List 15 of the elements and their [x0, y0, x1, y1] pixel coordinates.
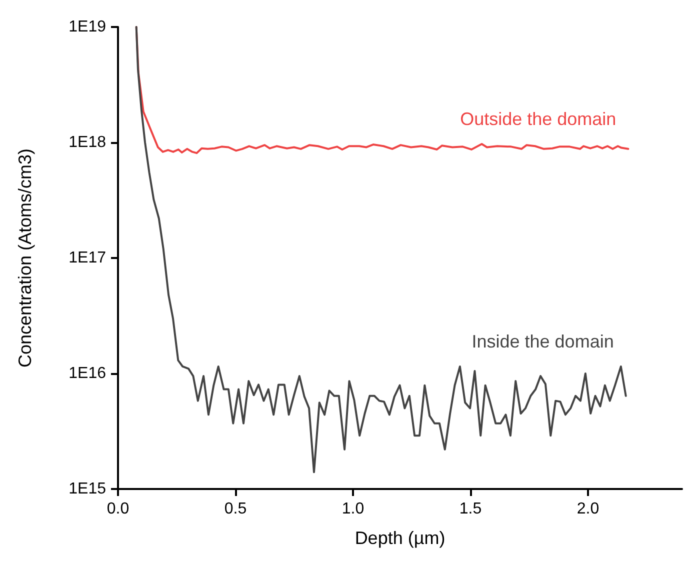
- x-tick-label: 0.0: [106, 500, 130, 518]
- series-label: Inside the domain: [472, 331, 614, 352]
- line-series: [135, 26, 627, 474]
- x-tick-label: 0.5: [224, 500, 247, 518]
- y-tick-label: 1E15: [68, 480, 106, 498]
- x-tick-label: 1.0: [342, 500, 364, 518]
- x-tick-label: 1.5: [459, 500, 482, 518]
- y-tick-label: 1E19: [68, 18, 106, 36]
- series-label: Outside the domain: [460, 109, 616, 130]
- y-axis-title: Concentration (Atoms/cm3): [15, 148, 35, 368]
- x-axis-title: Depth (µm): [354, 528, 446, 548]
- y-tick-label: 1E18: [68, 134, 106, 151]
- y-tick-label: 1E17: [68, 250, 106, 266]
- x-tick-label: 2.0: [576, 500, 600, 518]
- y-tick-label: 1E16: [68, 365, 106, 382]
